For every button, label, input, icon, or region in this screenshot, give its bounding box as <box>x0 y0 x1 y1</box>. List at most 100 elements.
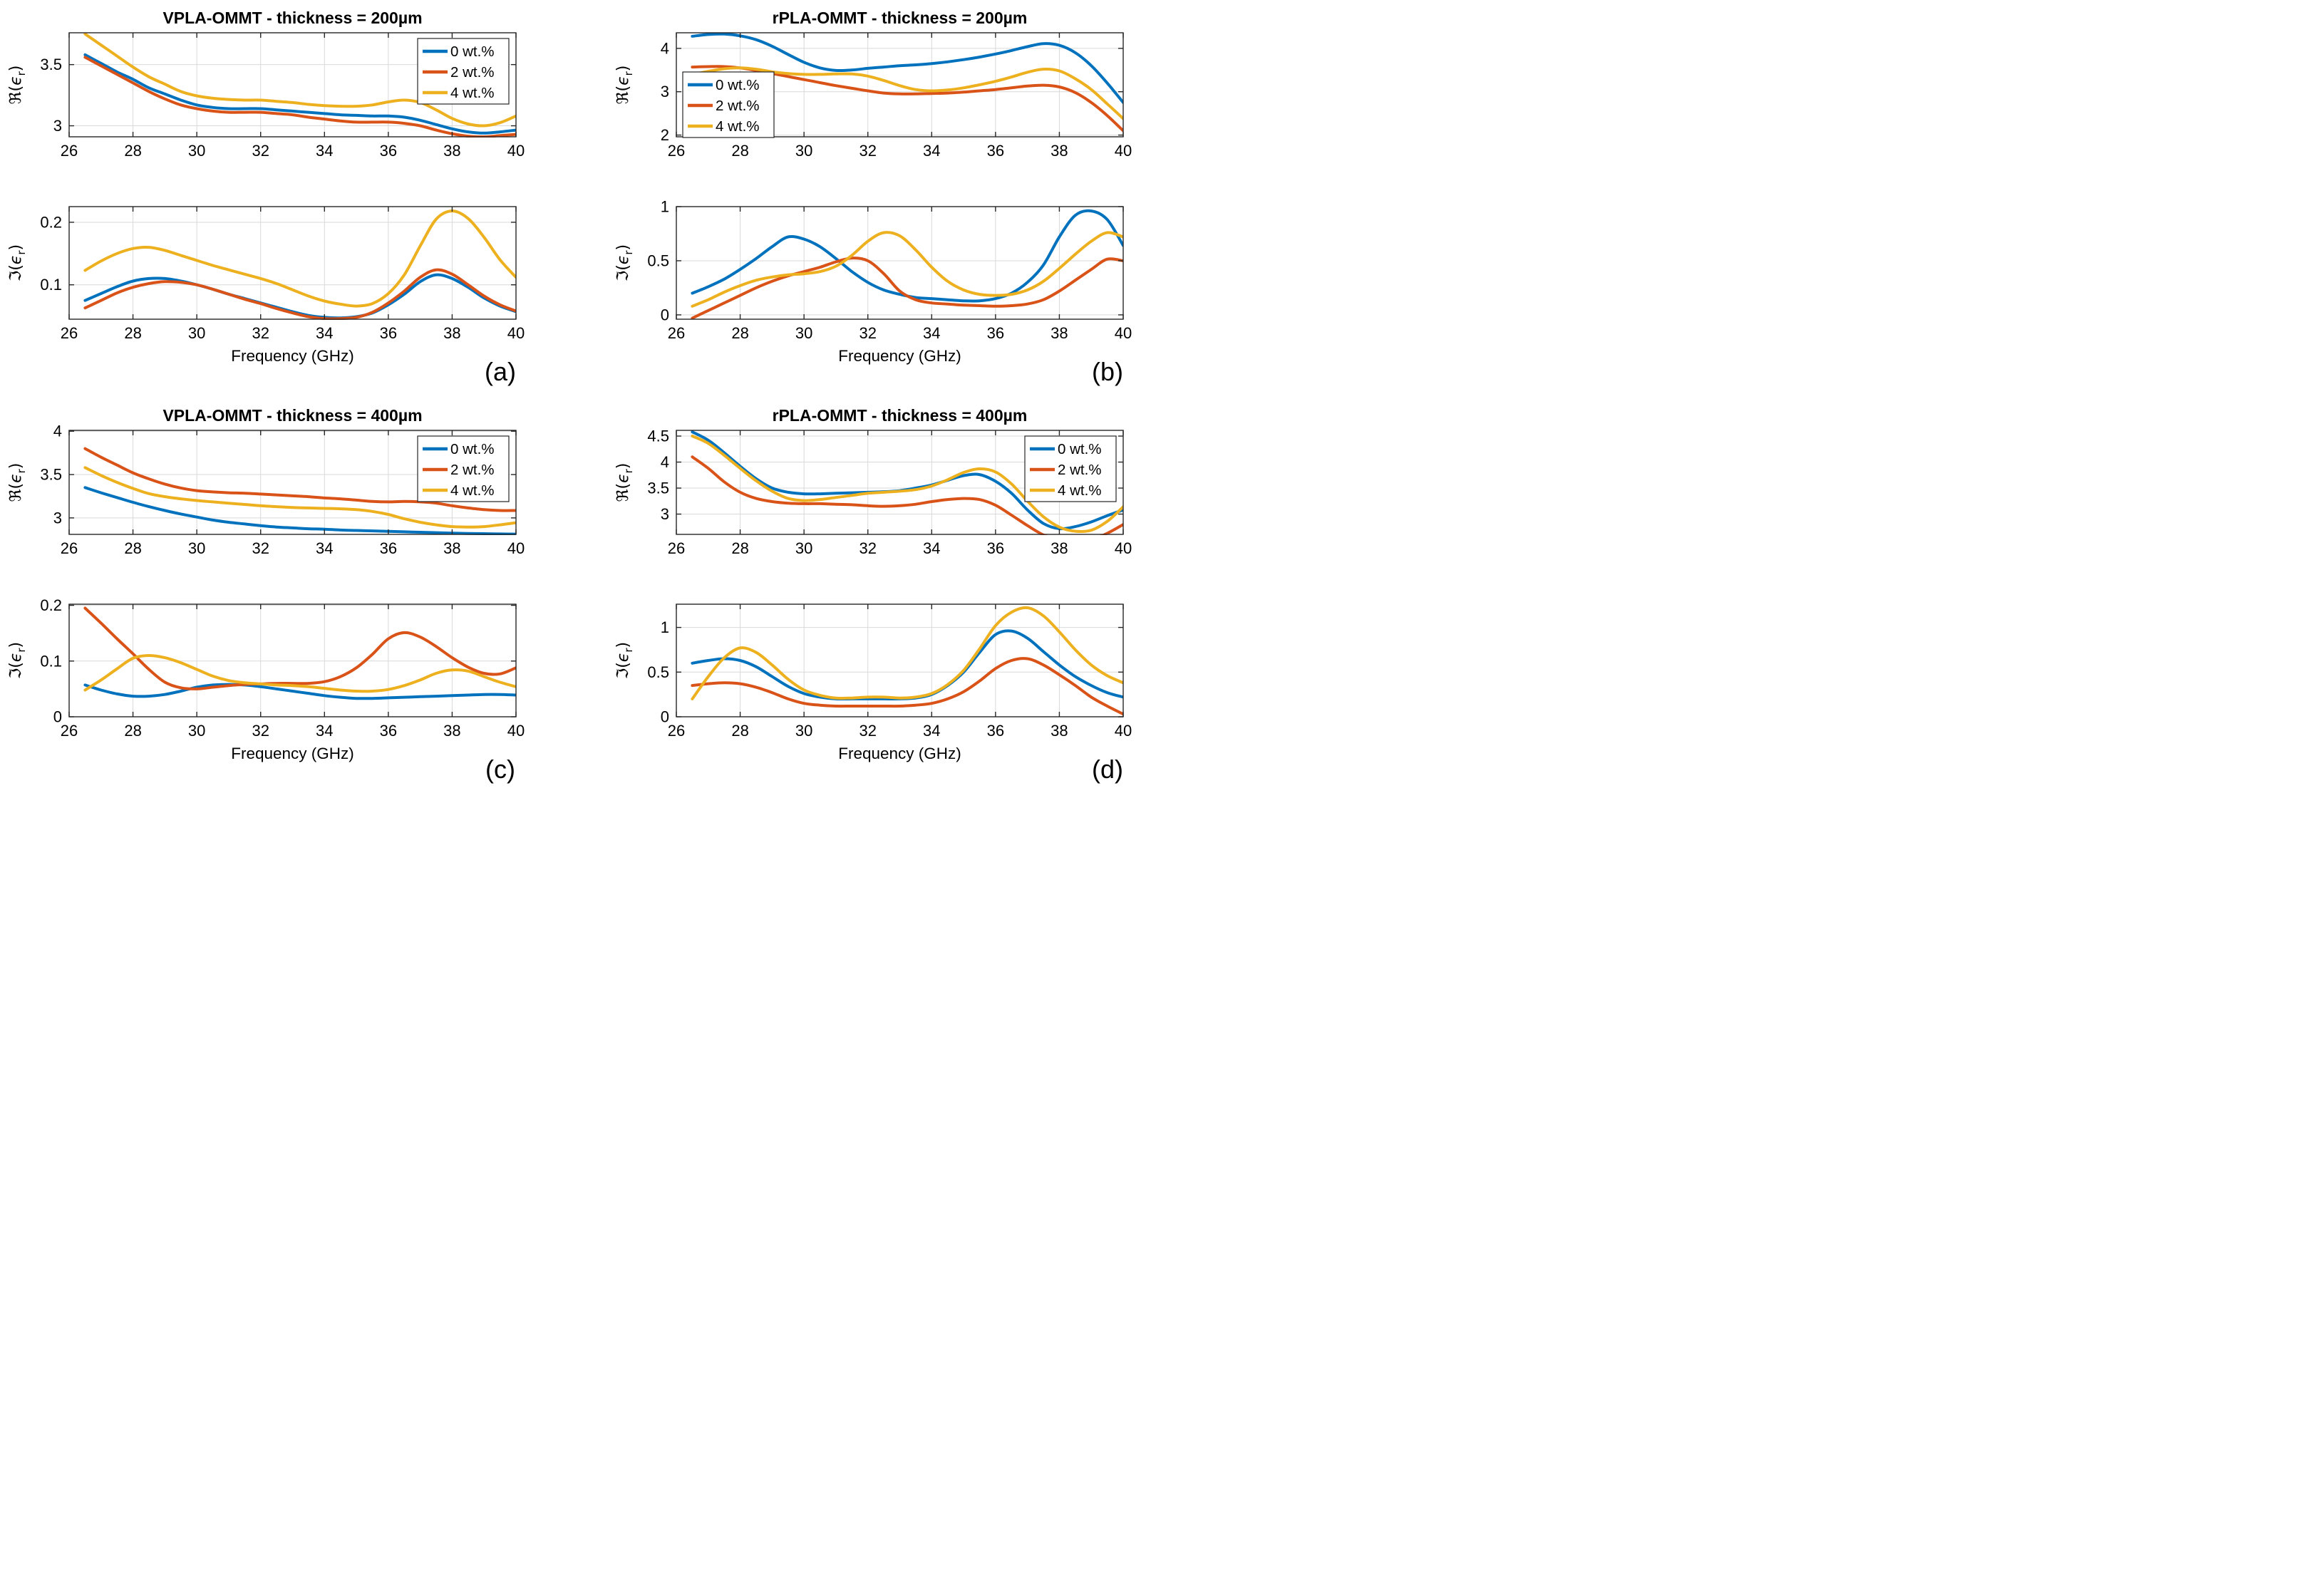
x-tick-label: 26 <box>668 142 685 160</box>
y-axis-label: ℑ(ϵr) <box>614 244 635 281</box>
panel-letter: (a) <box>485 357 516 386</box>
series-line-0wt <box>83 53 516 135</box>
series-line-4wt <box>83 32 516 128</box>
panel-a: VPLA-OMMT - thickness = 200µm 26 28 30 32 34 3… <box>0 1 563 401</box>
x-tick-label: 38 <box>1051 142 1068 160</box>
legend-item-label: 4 wt.% <box>1058 482 1102 499</box>
x-tick-label: 38 <box>1051 539 1068 557</box>
x-tick-label: 28 <box>731 142 748 160</box>
x-tick-label: 40 <box>1115 722 1132 740</box>
y-tick-label: 4 <box>661 453 669 471</box>
subplot-a_im: 26 28 30 32 34 36 38 40 0.1 0.2 ℑ(ϵr) Frequency (GH… <box>7 206 525 365</box>
x-tick-label: 30 <box>188 539 205 557</box>
x-tick-label: 26 <box>61 142 78 160</box>
series-line-0wt <box>83 486 516 535</box>
x-tick-label: 36 <box>380 324 397 342</box>
x-tick-label: 36 <box>380 539 397 557</box>
legend-item-label: 0 wt.% <box>716 77 760 93</box>
series-line-0wt <box>691 32 1123 104</box>
y-tick-label: 3 <box>661 505 669 523</box>
x-tick-label: 38 <box>443 539 460 557</box>
series-line-2wt <box>691 657 1123 716</box>
axes-box <box>68 206 517 320</box>
x-tick-label: 36 <box>987 722 1004 740</box>
x-tick-label: 30 <box>188 722 205 740</box>
y-axis-label: ℜ(ϵr) <box>7 66 28 105</box>
y-tick-label: 4 <box>661 39 669 57</box>
x-tick-label: 28 <box>731 722 748 740</box>
series-line-4wt <box>83 466 516 529</box>
x-tick-label: 28 <box>124 324 141 342</box>
x-tick-label: 36 <box>380 142 397 160</box>
axes-box <box>676 430 1124 535</box>
axes-box <box>68 32 517 138</box>
subplot-d_re: 26 28 30 32 34 36 38 40 3 3.5 4 4.5 ℜ(ϵr) 0 wt.% 2 wt.… <box>614 428 1132 557</box>
legend-item-label: 0 wt.% <box>1058 441 1102 457</box>
y-tick-label: 4 <box>53 423 62 440</box>
x-tick-label: 30 <box>188 142 205 160</box>
panel-svg: VPLA-OMMT - thickness = 200µm 26 28 30 32 34 3… <box>7 9 525 386</box>
x-tick-label: 26 <box>668 722 685 740</box>
y-tick-label: 2 <box>661 126 669 144</box>
x-tick-label: 30 <box>188 324 205 342</box>
y-tick-label: 0.1 <box>40 276 62 294</box>
panel-c: VPLA-OMMT - thickness = 400µm 26 28 30 32 34 3… <box>0 399 563 799</box>
panel-b: rPLA-OMMT - thickness = 200µm 26 28 30 32 34 3… <box>607 1 1170 401</box>
y-tick-label: 3 <box>53 509 62 527</box>
x-tick-label: 40 <box>1115 539 1132 557</box>
subplot-c_re: 26 28 30 32 34 36 38 40 3 3.5 4 ℜ(ϵr) 0 wt.% 2 wt.% 4 … <box>7 423 525 557</box>
y-axis-label: ℑ(ϵr) <box>614 642 635 679</box>
panel-d: rPLA-OMMT - thickness = 400µm 26 28 30 32 34 3… <box>607 399 1170 799</box>
panel-title: VPLA-OMMT - thickness = 200µm <box>162 9 422 27</box>
y-tick-label: 0.1 <box>40 652 62 670</box>
series-line-4wt <box>691 66 1123 120</box>
x-tick-label: 32 <box>859 324 876 342</box>
series-line-2wt <box>83 606 516 690</box>
y-tick-label: 0.2 <box>40 213 62 231</box>
x-tick-label: 40 <box>1115 324 1132 342</box>
series-line-0wt <box>83 683 516 700</box>
x-tick-label: 40 <box>507 722 525 740</box>
x-tick-label: 34 <box>316 722 333 740</box>
x-tick-label: 34 <box>923 539 940 557</box>
series-line-2wt <box>691 455 1123 535</box>
x-tick-label: 28 <box>731 324 748 342</box>
series-line-4wt <box>691 606 1123 700</box>
x-tick-label: 26 <box>668 324 685 342</box>
x-tick-label: 32 <box>252 722 269 740</box>
y-tick-label: 3.5 <box>40 56 62 73</box>
x-tick-label: 36 <box>987 142 1004 160</box>
x-tick-label: 28 <box>124 539 141 557</box>
x-tick-label: 34 <box>316 142 333 160</box>
x-tick-label: 34 <box>923 142 940 160</box>
x-tick-label: 30 <box>795 722 812 740</box>
series-line-2wt <box>691 256 1123 320</box>
legend: 0 wt.% 2 wt.% 4 wt.% <box>1024 435 1117 502</box>
x-tick-label: 30 <box>795 324 812 342</box>
panel-title: rPLA-OMMT - thickness = 200µm <box>773 9 1028 27</box>
x-tick-label: 36 <box>987 539 1004 557</box>
panel-letter: (b) <box>1092 357 1123 386</box>
x-tick-label: 40 <box>507 539 525 557</box>
series-line-4wt <box>691 435 1123 534</box>
x-tick-label: 40 <box>1115 142 1132 160</box>
y-tick-label: 0.5 <box>647 663 669 681</box>
series-line-4wt <box>83 653 516 693</box>
y-axis-label: ℑ(ϵr) <box>7 244 28 281</box>
x-axis-label: Frequency (GHz) <box>838 347 961 365</box>
x-tick-label: 36 <box>987 324 1004 342</box>
legend-item-label: 0 wt.% <box>450 441 495 457</box>
legend-item-label: 2 wt.% <box>1058 462 1102 478</box>
x-tick-label: 32 <box>252 539 269 557</box>
y-tick-label: 3 <box>661 83 669 100</box>
x-axis-label: Frequency (GHz) <box>231 745 354 762</box>
subplot-a_re: 26 28 30 32 34 36 38 40 3 3.5 ℜ(ϵr) 0 wt.% 2 wt.% 4 w… <box>7 32 525 160</box>
x-tick-label: 38 <box>1051 324 1068 342</box>
y-axis-label: ℜ(ϵr) <box>614 66 635 105</box>
y-axis-label: ℜ(ϵr) <box>614 463 635 502</box>
x-tick-label: 38 <box>443 722 460 740</box>
axes-box <box>676 206 1124 320</box>
legend-item-label: 4 wt.% <box>716 118 760 135</box>
axes-box <box>676 32 1124 138</box>
